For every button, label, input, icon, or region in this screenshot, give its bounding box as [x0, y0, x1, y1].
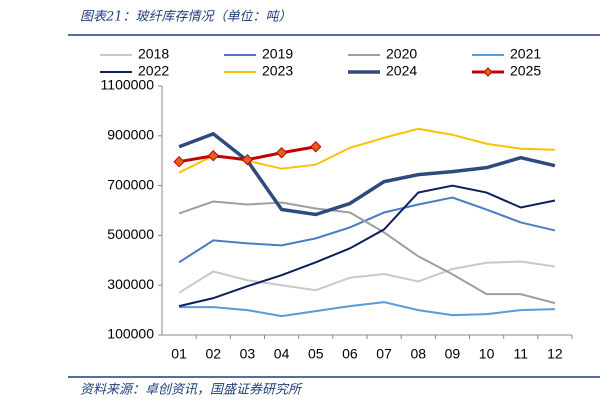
x-tick-label: 04 — [274, 346, 290, 362]
legend-marker — [483, 67, 493, 77]
series-line — [178, 200, 556, 305]
point-marker — [275, 147, 288, 159]
y-tick-label: 300000 — [107, 276, 154, 292]
x-tick-label: 05 — [308, 346, 324, 362]
series-line — [178, 196, 556, 264]
y-tick-label: 100000 — [107, 326, 154, 342]
legend-label: 2025 — [510, 63, 541, 79]
series-line — [178, 260, 556, 294]
legend-label: 2018 — [138, 46, 169, 62]
y-tick-label: 1100000 — [101, 77, 155, 93]
legend-label: 2021 — [510, 46, 541, 62]
series-line — [178, 131, 556, 217]
x-tick-label: 11 — [513, 346, 528, 362]
series-line — [178, 184, 556, 308]
legend-label: 2019 — [262, 46, 293, 62]
point-marker — [310, 141, 322, 153]
x-tick-label: 06 — [342, 346, 358, 362]
x-tick-label: 10 — [479, 346, 495, 362]
point-marker — [241, 153, 254, 166]
legend-label: 2024 — [386, 63, 417, 79]
y-tick-label: 500000 — [107, 226, 154, 242]
chart-title: 图表21：玻纤库存情况（单位：吨） — [80, 9, 292, 25]
y-tick-label: 700000 — [107, 176, 154, 192]
x-tick-label: 01 — [171, 346, 187, 362]
x-tick-label: 08 — [410, 346, 426, 362]
series-line — [179, 301, 555, 318]
legend-label: 2023 — [262, 63, 293, 79]
legend-label: 2020 — [386, 46, 417, 62]
y-tick-label: 900000 — [107, 127, 154, 143]
x-tick-label: 03 — [240, 346, 256, 362]
x-tick-label: 02 — [205, 346, 221, 362]
legend-label: 2022 — [138, 63, 169, 79]
point-marker — [207, 150, 219, 162]
x-tick-label: 07 — [376, 346, 392, 362]
point-marker — [173, 155, 185, 168]
x-tick-label: 12 — [547, 346, 563, 362]
source: 资料来源：卓创资讯，国盛证券研究所 — [80, 382, 303, 398]
x-tick-label: 09 — [445, 346, 461, 362]
